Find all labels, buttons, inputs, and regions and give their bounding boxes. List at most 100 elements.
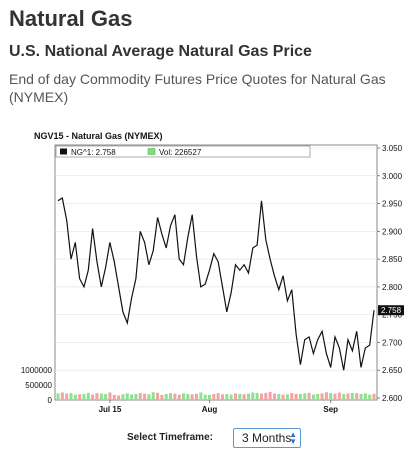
volume-bar bbox=[251, 392, 255, 400]
volume-bar bbox=[138, 393, 142, 400]
volume-bar bbox=[134, 394, 138, 400]
volume-bar bbox=[177, 394, 181, 400]
chart-title: NGV15 - Natural Gas (NYMEX) bbox=[34, 131, 163, 141]
volume-bar bbox=[65, 393, 69, 400]
volume-bar bbox=[238, 394, 242, 400]
volume-bar bbox=[359, 394, 363, 400]
page-subtitle: U.S. National Average Natural Gas Price bbox=[9, 43, 312, 60]
volume-bar bbox=[169, 393, 173, 400]
volume-bar bbox=[294, 393, 298, 400]
volume-bar bbox=[173, 393, 177, 400]
volume-bar bbox=[112, 394, 116, 400]
timeframe-label: Select Timeframe: bbox=[127, 432, 213, 443]
volume-bar bbox=[355, 393, 359, 400]
price-tick-label: 2.950 bbox=[382, 200, 403, 209]
volume-bar bbox=[346, 393, 350, 400]
volume-bar bbox=[311, 394, 315, 400]
volume-bar bbox=[117, 395, 121, 400]
price-line bbox=[57, 197, 375, 371]
volume-bar bbox=[290, 393, 294, 400]
volume-bar bbox=[91, 394, 95, 400]
volume-bar bbox=[372, 393, 376, 400]
volume-bar bbox=[203, 394, 207, 400]
volume-bar bbox=[56, 393, 60, 400]
price-tick-label: 2.650 bbox=[382, 366, 403, 375]
gridlines bbox=[55, 147, 377, 371]
volume-bar bbox=[164, 394, 168, 400]
volume-bar bbox=[199, 392, 203, 400]
volume-bar bbox=[195, 393, 199, 400]
x-axis: Jul 15 Aug Sep bbox=[99, 400, 338, 414]
volume-bars bbox=[56, 391, 376, 400]
volume-bar bbox=[307, 392, 311, 400]
volume-bar bbox=[60, 392, 64, 400]
volume-bar bbox=[363, 393, 367, 400]
price-tick-label: 2.600 bbox=[382, 394, 403, 403]
price-tick-label: 2.800 bbox=[382, 283, 403, 292]
volume-bar bbox=[151, 392, 155, 400]
volume-bar bbox=[160, 394, 164, 400]
volume-bar bbox=[272, 393, 276, 400]
volume-bar bbox=[216, 393, 220, 400]
volume-bar bbox=[182, 393, 186, 400]
volume-tick-label: 0 bbox=[48, 396, 53, 405]
volume-bar bbox=[73, 394, 77, 400]
volume-bar bbox=[285, 394, 289, 400]
volume-bar bbox=[298, 394, 302, 400]
legend: NG^1: 2.758 Vol: 226527 bbox=[55, 145, 311, 158]
price-tick-label: 2.900 bbox=[382, 227, 403, 236]
volume-bar bbox=[242, 394, 246, 400]
volume-bar bbox=[324, 392, 328, 400]
volume-bar bbox=[82, 394, 86, 400]
volume-bar bbox=[121, 394, 125, 400]
volume-bar bbox=[147, 394, 151, 400]
volume-bar bbox=[342, 394, 346, 400]
volume-bar bbox=[143, 393, 147, 400]
volume-bar bbox=[281, 394, 285, 400]
volume-bar bbox=[156, 392, 160, 400]
volume-bar bbox=[95, 393, 99, 400]
page-title: Natural Gas bbox=[9, 6, 133, 31]
last-price-marker: 2.758 bbox=[378, 305, 404, 316]
price-tick-label: 3.050 bbox=[382, 144, 403, 153]
volume-tick-label: 1000000 bbox=[21, 366, 53, 375]
legend-price-label: NG^1: 2.758 bbox=[71, 148, 116, 157]
x-tick-label: Jul 15 bbox=[99, 405, 122, 414]
price-tick-label: 2.700 bbox=[382, 338, 403, 347]
price-axis: 2.6002.6502.7002.7502.8002.8502.9002.950… bbox=[377, 144, 403, 403]
legend-volume-label: Vol: 226527 bbox=[159, 148, 202, 157]
volume-bar bbox=[86, 392, 90, 400]
volume-bar bbox=[320, 393, 324, 400]
volume-bar bbox=[264, 392, 268, 400]
volume-bar bbox=[104, 394, 108, 400]
last-price-label: 2.758 bbox=[381, 306, 402, 315]
volume-bar bbox=[78, 394, 82, 400]
legend-price-swatch bbox=[60, 148, 67, 155]
volume-bar bbox=[220, 394, 225, 400]
volume-tick-label: 500000 bbox=[25, 381, 52, 390]
volume-bar bbox=[316, 394, 320, 400]
volume-bar bbox=[255, 393, 259, 400]
volume-bar bbox=[130, 394, 134, 400]
volume-bar bbox=[229, 394, 233, 400]
volume-bar bbox=[186, 394, 190, 400]
timeframe-select[interactable]: 3 Months ▲ ▼ bbox=[233, 428, 301, 448]
volume-bar bbox=[268, 391, 272, 400]
volume-bar bbox=[277, 394, 281, 400]
volume-bar bbox=[329, 393, 333, 400]
volume-bar bbox=[337, 392, 341, 400]
volume-bar bbox=[190, 394, 194, 400]
updown-arrows-icon: ▲ ▼ bbox=[289, 430, 297, 446]
price-tick-label: 3.000 bbox=[382, 172, 403, 181]
volume-bar bbox=[207, 394, 212, 400]
volume-bar bbox=[259, 393, 263, 400]
page-description: End of day Commodity Futures Price Quote… bbox=[9, 71, 386, 105]
volume-bar bbox=[212, 394, 216, 400]
volume-bar bbox=[246, 393, 250, 400]
volume-bar bbox=[69, 393, 73, 400]
plot-area bbox=[54, 144, 378, 401]
volume-axis: 0 500000 1000000 bbox=[21, 366, 53, 405]
volume-bar bbox=[125, 393, 129, 400]
last-price-box bbox=[378, 305, 404, 316]
timeframe-value: 3 Months bbox=[242, 431, 292, 445]
